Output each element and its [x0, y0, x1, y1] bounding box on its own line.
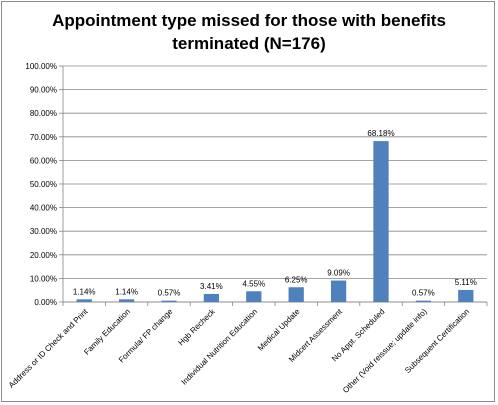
- y-tick-label: 0.00%: [34, 298, 57, 307]
- y-tick-label: 60.00%: [30, 156, 57, 165]
- bar: [203, 293, 220, 302]
- y-tick-label: 90.00%: [30, 86, 57, 95]
- data-label: 68.18%: [367, 129, 394, 138]
- y-tick-label: 40.00%: [30, 204, 57, 213]
- data-label: 1.14%: [115, 287, 138, 296]
- category-label: Individual Nutrition Education: [180, 307, 260, 387]
- data-label: 3.41%: [200, 282, 223, 291]
- bar: [373, 141, 389, 302]
- bar: [246, 291, 262, 302]
- data-label: 0.57%: [412, 289, 435, 298]
- category-label: Address or ID Check and Print: [7, 307, 90, 390]
- category-label: Medical Update: [256, 307, 302, 353]
- chart-title-line-1: Appointment type missed for those with b…: [52, 11, 446, 30]
- y-tick-label: 30.00%: [30, 227, 57, 236]
- y-tick-label: 10.00%: [30, 274, 57, 283]
- bar: [330, 280, 347, 302]
- bar: [161, 300, 177, 302]
- bar: [458, 289, 474, 302]
- data-label: 0.57%: [158, 289, 181, 298]
- y-tick-label: 20.00%: [30, 251, 57, 260]
- data-label: 9.09%: [327, 269, 350, 278]
- category-label: Hgb Recheck: [176, 306, 217, 347]
- category-label: Other (Void reissue; update info): [341, 307, 429, 395]
- y-tick-label: 100.00%: [25, 62, 57, 71]
- data-label: 6.25%: [285, 275, 308, 284]
- data-label: 4.55%: [242, 279, 265, 288]
- y-tick-label: 80.00%: [30, 109, 57, 118]
- bar: [76, 299, 92, 302]
- bar: [288, 287, 304, 302]
- data-label: 1.14%: [73, 287, 96, 296]
- y-tick-label: 50.00%: [30, 180, 57, 189]
- data-label: 5.11%: [455, 278, 477, 287]
- chart-title: Appointment type missed for those with b…: [0, 9, 498, 55]
- chart-title-line-2: terminated (N=176): [172, 34, 326, 53]
- bar: [118, 299, 135, 302]
- y-tick-label: 70.00%: [30, 133, 57, 142]
- bar: [415, 300, 432, 302]
